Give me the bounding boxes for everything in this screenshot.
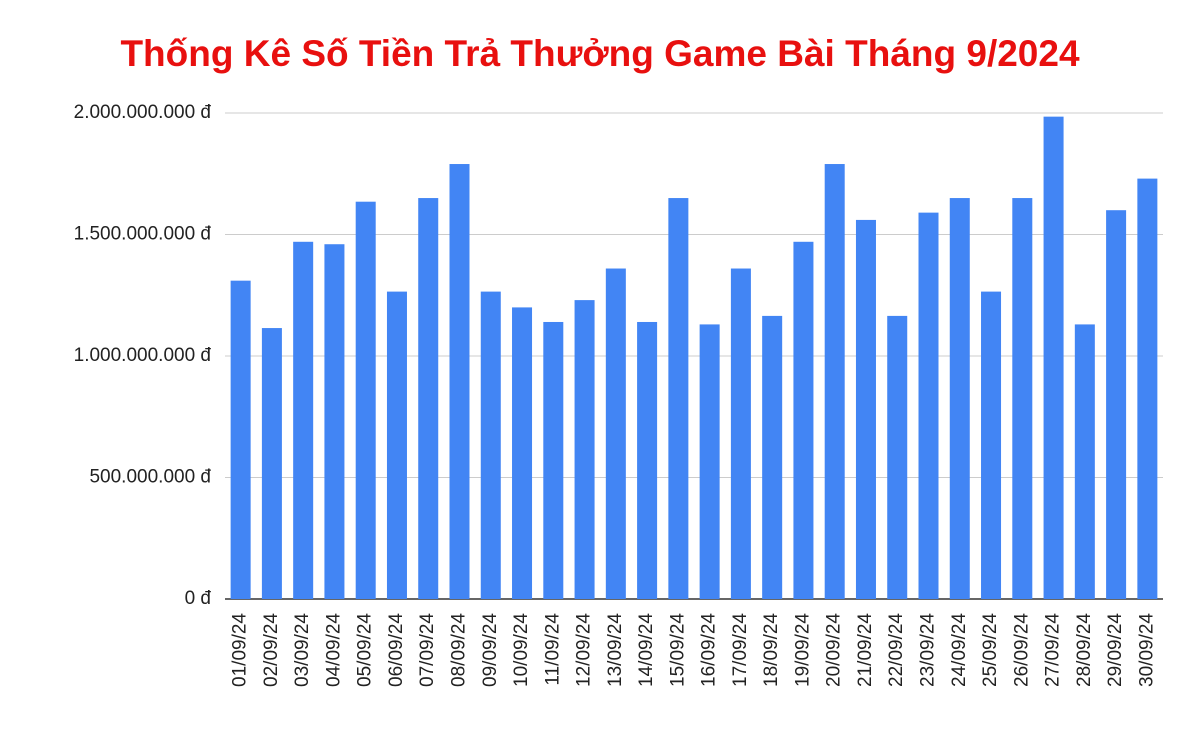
bar [981, 291, 1002, 599]
x-tick-label: 30/09/24 [1136, 613, 1157, 687]
x-tick-label: 24/09/24 [949, 613, 970, 687]
x-tick-label: 18/09/24 [761, 613, 782, 687]
bar [605, 268, 626, 599]
bar [293, 241, 314, 600]
bar [887, 315, 908, 599]
bar [574, 300, 595, 599]
x-tick-label: 27/09/24 [1043, 613, 1064, 687]
x-tick-label: 20/09/24 [824, 613, 845, 687]
y-tick-label: 1.000.000.000 đ [74, 345, 212, 366]
bar [1074, 324, 1095, 599]
bar [1012, 198, 1033, 600]
x-tick-label: 11/09/24 [542, 613, 563, 686]
x-tick-label: 05/09/24 [355, 613, 376, 687]
bar [699, 324, 720, 599]
bar [1106, 210, 1127, 599]
bar [418, 198, 439, 600]
x-tick-label: 25/09/24 [980, 613, 1001, 687]
bar [261, 328, 282, 599]
bar [230, 280, 251, 599]
x-tick-label: 12/09/24 [574, 613, 595, 687]
x-tick-label: 03/09/24 [292, 613, 313, 687]
x-tick-label: 01/09/24 [230, 613, 251, 687]
x-tick-label: 10/09/24 [511, 613, 532, 687]
x-tick-label: 15/09/24 [667, 613, 688, 687]
bar [543, 321, 564, 599]
chart-title: Thống Kê Số Tiền Trả Thưởng Game Bài Thá… [120, 33, 1080, 74]
y-tick-label: 2.000.000.000 đ [74, 102, 212, 123]
x-tick-label: 23/09/24 [918, 613, 939, 687]
bar [793, 241, 814, 600]
bar [355, 201, 376, 599]
x-tick-label: 26/09/24 [1011, 613, 1032, 687]
bar [386, 291, 407, 599]
x-tick-label: 29/09/24 [1105, 613, 1126, 687]
x-tick-label: 28/09/24 [1074, 613, 1095, 687]
x-tick-label: 22/09/24 [886, 613, 907, 687]
bar [918, 212, 939, 599]
bar [855, 219, 876, 600]
bar [1043, 116, 1064, 600]
bar [637, 321, 658, 599]
bar [512, 307, 533, 599]
bar [324, 244, 345, 599]
bar [480, 291, 501, 599]
x-tick-label: 13/09/24 [605, 613, 626, 687]
x-tick-label: 16/09/24 [699, 613, 720, 687]
x-tick-label: 02/09/24 [261, 613, 282, 687]
x-tick-label: 08/09/24 [449, 613, 470, 687]
bar [824, 164, 845, 599]
y-tick-label: 500.000.000 đ [89, 467, 211, 488]
x-tick-label: 07/09/24 [417, 613, 438, 687]
x-tick-label: 06/09/24 [386, 613, 407, 687]
bar [449, 164, 470, 599]
x-tick-label: 04/09/24 [323, 613, 344, 687]
bar [949, 198, 970, 600]
bar [762, 315, 783, 599]
bar [668, 198, 689, 600]
x-tick-label: 17/09/24 [730, 613, 751, 687]
x-tick-label: 09/09/24 [480, 613, 501, 687]
y-tick-label: 0 đ [185, 588, 212, 609]
x-tick-label: 14/09/24 [636, 613, 657, 687]
x-tick-label: 21/09/24 [855, 613, 876, 687]
x-tick-label: 19/09/24 [792, 613, 813, 687]
bar [1137, 178, 1158, 600]
bar [730, 268, 751, 599]
y-tick-label: 1.500.000.000 đ [74, 224, 212, 245]
